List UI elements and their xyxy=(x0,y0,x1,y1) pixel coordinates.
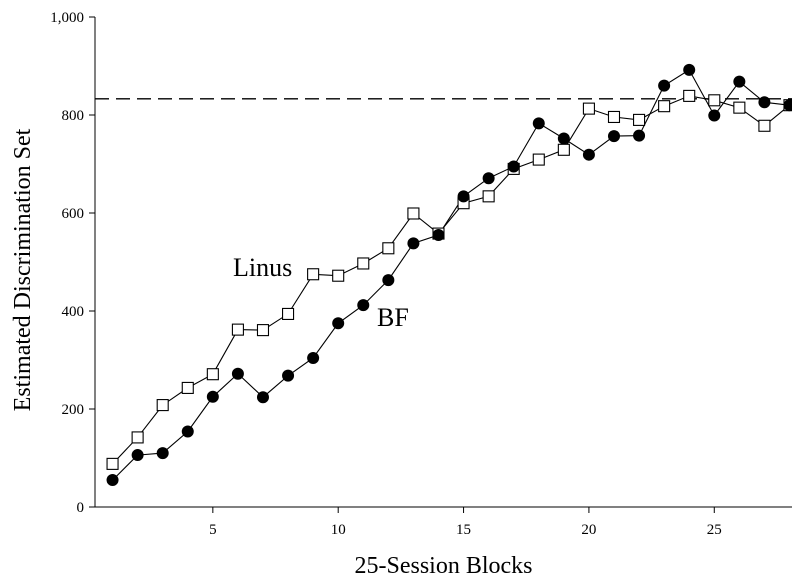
data-point-bf xyxy=(482,172,495,185)
y-tick-label: 400 xyxy=(62,304,85,320)
y-tick-label: 800 xyxy=(62,108,85,124)
data-point-bf xyxy=(156,447,169,460)
data-point-bf xyxy=(658,79,671,92)
series-line-linus xyxy=(112,95,790,465)
chart-labels-layer: 25-Session Blocks Estimated Discriminatio… xyxy=(10,128,533,577)
data-point-linus xyxy=(683,89,696,102)
data-point-bf xyxy=(307,352,320,365)
x-tick-label: 10 xyxy=(331,522,346,538)
data-point-bf xyxy=(382,274,395,287)
data-point-linus xyxy=(332,269,345,282)
data-point-linus xyxy=(382,242,395,255)
data-point-linus xyxy=(256,324,270,337)
series-lines-layer xyxy=(112,69,790,481)
series-line-bf xyxy=(112,69,790,481)
data-point-bf xyxy=(507,160,520,173)
data-point-linus xyxy=(231,323,244,336)
data-point-bf xyxy=(206,390,219,403)
data-point-bf xyxy=(357,299,370,312)
data-point-bf xyxy=(557,132,570,145)
data-point-bf xyxy=(708,109,721,122)
x-tick-label: 25 xyxy=(707,522,722,538)
data-point-bf xyxy=(231,367,244,380)
data-point-linus xyxy=(658,100,671,113)
data-point-linus xyxy=(307,268,320,281)
chart-axes: 0 200 400 600 800 1,000 5 10 15 20 25 xyxy=(50,10,792,538)
data-point-linus xyxy=(282,307,295,320)
y-tick-label: 600 xyxy=(62,206,85,222)
data-point-linus xyxy=(557,143,570,156)
x-tick-label: 20 xyxy=(581,522,596,538)
series-markers-layer xyxy=(106,63,792,487)
data-point-bf xyxy=(683,63,696,76)
data-point-linus xyxy=(181,381,194,394)
series-label-bf: BF xyxy=(377,303,409,332)
data-point-linus xyxy=(206,368,219,381)
x-tick-label: 5 xyxy=(209,522,217,538)
data-point-bf xyxy=(106,474,119,487)
data-point-linus xyxy=(106,457,119,470)
data-point-linus xyxy=(407,207,420,220)
data-point-linus xyxy=(758,119,771,132)
data-point-linus xyxy=(482,190,495,203)
data-point-linus xyxy=(733,101,746,114)
data-point-bf xyxy=(607,130,620,143)
data-point-linus xyxy=(708,94,721,107)
y-axis-title: Estimated Discrimination Set xyxy=(10,128,36,411)
data-point-bf xyxy=(256,391,269,404)
data-point-linus xyxy=(582,102,595,115)
data-point-linus xyxy=(633,113,646,126)
data-point-bf xyxy=(332,317,345,330)
data-point-bf xyxy=(582,148,595,161)
data-point-bf xyxy=(432,229,445,242)
y-tick-label: 1,000 xyxy=(50,10,84,26)
data-point-bf xyxy=(733,75,746,88)
data-point-bf xyxy=(633,129,646,142)
data-point-linus xyxy=(156,399,169,412)
x-axis-title: 25-Session Blocks xyxy=(354,553,532,577)
data-point-bf xyxy=(457,190,470,203)
data-point-bf xyxy=(407,237,420,250)
data-point-bf xyxy=(532,117,545,130)
data-point-bf xyxy=(758,96,771,109)
data-point-linus xyxy=(357,257,370,270)
y-tick-label: 200 xyxy=(62,402,85,418)
data-point-linus xyxy=(131,431,144,444)
data-point-linus xyxy=(532,153,545,166)
data-point-bf xyxy=(282,369,295,382)
x-tick-label: 15 xyxy=(456,522,471,538)
y-tick-label: 0 xyxy=(77,500,85,516)
data-point-bf xyxy=(131,449,144,462)
data-point-bf xyxy=(181,425,194,438)
data-point-linus xyxy=(607,110,621,124)
series-label-linus: Linus xyxy=(233,253,292,282)
data-point-bf xyxy=(783,99,792,112)
